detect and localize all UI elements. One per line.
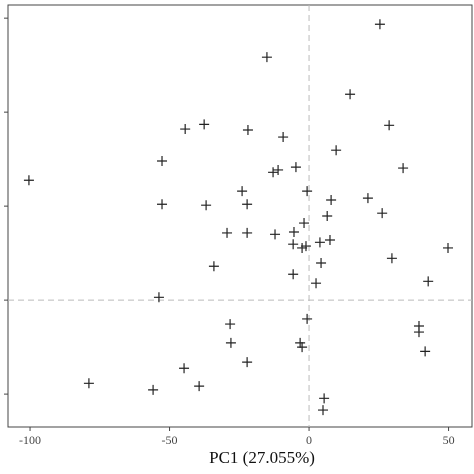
point	[326, 195, 337, 206]
point	[377, 208, 388, 219]
point	[222, 227, 233, 238]
x-tick-label: 50	[443, 433, 455, 447]
x-tick-label: -50	[162, 433, 178, 447]
point	[273, 164, 284, 175]
point	[201, 200, 212, 211]
point	[242, 357, 253, 368]
point	[302, 313, 313, 324]
point	[194, 381, 205, 392]
point	[311, 278, 322, 289]
point	[288, 239, 299, 250]
point	[443, 242, 454, 253]
point	[384, 120, 395, 131]
point	[242, 125, 253, 136]
x-tick-label: -100	[19, 433, 41, 447]
point	[362, 193, 373, 204]
point	[270, 229, 281, 240]
point	[331, 145, 342, 156]
point	[318, 405, 329, 416]
point	[420, 346, 431, 357]
point	[345, 89, 356, 100]
point	[199, 119, 210, 130]
point	[299, 218, 310, 229]
point	[300, 241, 311, 252]
point	[288, 226, 299, 237]
point	[180, 124, 191, 135]
point	[322, 211, 333, 221]
point	[157, 156, 168, 167]
point	[398, 163, 409, 174]
point	[324, 234, 335, 245]
point	[413, 327, 424, 338]
x-axis-title: PC1 (27.055%)	[209, 448, 315, 467]
point	[83, 378, 94, 389]
point	[302, 186, 313, 197]
point	[319, 393, 330, 404]
point	[208, 261, 219, 272]
point	[23, 175, 34, 186]
point	[288, 269, 299, 280]
point	[386, 253, 397, 264]
x-tick-label: 0	[306, 433, 312, 447]
point	[153, 292, 164, 303]
point	[261, 52, 272, 63]
point	[242, 199, 253, 210]
point	[278, 132, 289, 143]
point	[290, 162, 301, 173]
point	[374, 19, 385, 30]
point	[225, 337, 236, 348]
point	[148, 384, 159, 395]
point	[157, 199, 168, 210]
point	[268, 167, 279, 178]
point	[242, 227, 253, 238]
point	[297, 342, 308, 353]
point	[225, 319, 236, 330]
plot-frame	[7, 4, 473, 428]
point	[179, 363, 190, 374]
point	[423, 276, 434, 287]
point	[295, 337, 306, 348]
point	[237, 186, 248, 197]
point	[316, 257, 327, 268]
point	[314, 237, 325, 248]
